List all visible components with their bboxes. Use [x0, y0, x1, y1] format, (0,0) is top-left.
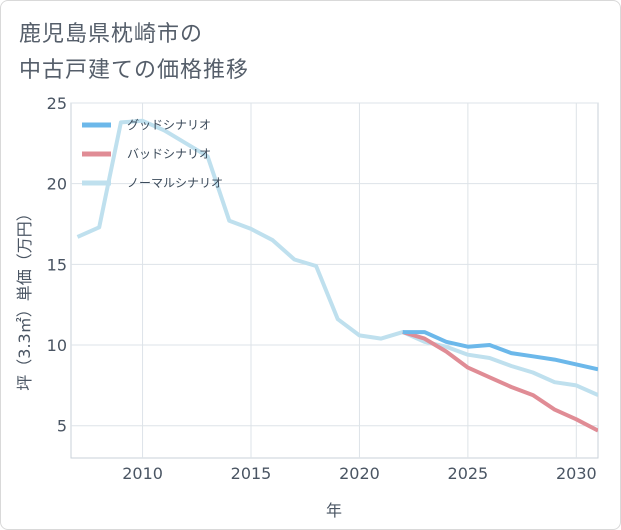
y-tick-label: 5 — [57, 417, 67, 436]
legend-label: バッドシナリオ — [127, 147, 211, 161]
series-line-1 — [402, 330, 598, 433]
series-lines — [76, 118, 598, 433]
x-axis-label: 年 — [326, 501, 342, 520]
y-axis-label: 坪（3.3㎡）単価（万円） — [15, 205, 34, 390]
grid-lines — [71, 102, 598, 458]
series-line-2 — [76, 118, 598, 397]
y-tick-label: 25 — [47, 94, 67, 113]
x-tick-label: 2025 — [448, 464, 489, 483]
x-tick-label: 2010 — [122, 464, 163, 483]
legend-label: グッドシナリオ — [127, 118, 211, 132]
y-tick-label: 20 — [47, 175, 67, 194]
y-axis-ticks: 5 10 15 20 25 — [47, 94, 67, 436]
series-line-0 — [402, 330, 598, 372]
chart-title-line-2: 中古戸建ての価格推移 — [19, 58, 250, 83]
chart-title: 鹿児島県枕崎市の 中古戸建ての価格推移 — [19, 17, 249, 89]
legend-label: ノーマルシナリオ — [127, 176, 223, 190]
plot-area — [70, 102, 599, 459]
chart-title-line-1: 鹿児島県枕崎市の — [19, 22, 204, 47]
x-tick-label: 2030 — [556, 464, 597, 483]
y-tick-label: 15 — [47, 255, 67, 274]
x-axis-ticks: 2010 2015 2020 2025 2030 — [122, 464, 596, 483]
x-tick-label: 2020 — [339, 464, 380, 483]
x-tick-label: 2015 — [231, 464, 272, 483]
y-tick-label: 10 — [47, 336, 67, 355]
